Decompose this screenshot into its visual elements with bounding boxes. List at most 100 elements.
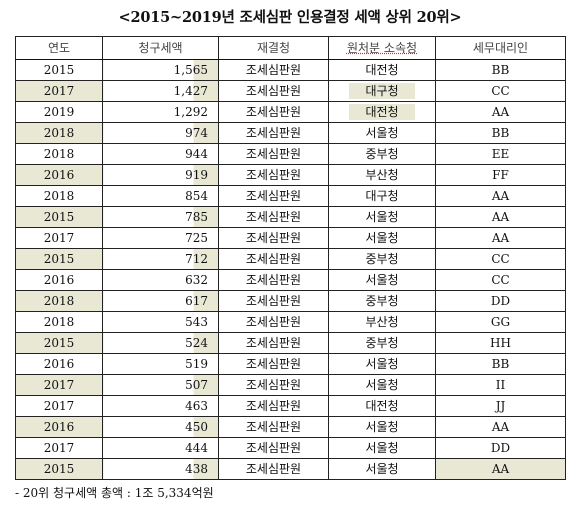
cell-origin-office: 대전청 (328, 101, 436, 123)
table-row: 2015 438 조세심판원 서울청 AA (15, 458, 566, 480)
table-row: 2018 854 조세심판원 대구청 AA (15, 185, 566, 207)
header-tax-agent: 세무대리인 (435, 36, 566, 60)
table-row: 2017 725 조세심판원 서울청 AA (15, 227, 566, 249)
table-body: 2015 1,565 조세심판원 대전청 BB 2017 1,427 조세심판원 대구청 CC 20… (15, 59, 566, 480)
cell-year: 2018 (15, 143, 103, 165)
cell-year: 2017 (15, 395, 103, 417)
cell-amount: 617 (102, 290, 219, 312)
cell-origin-office: 서울청 (328, 227, 436, 249)
table-row: 2015 524 조세심판원 중부청 HH (15, 332, 566, 354)
cell-amount: 519 (102, 353, 219, 375)
cell-origin-office: 서울청 (328, 458, 436, 480)
cell-tax-agent: AA (435, 416, 566, 438)
table-row: 2016 519 조세심판원 서울청 BB (15, 353, 566, 375)
cell-year: 2015 (15, 458, 103, 480)
cell-origin-office: 중부청 (328, 248, 436, 270)
cell-origin-office: 서울청 (328, 374, 436, 396)
cell-decision-body: 조세심판원 (218, 395, 329, 417)
cell-amount: 919 (102, 164, 219, 186)
table-row: 2019 1,292 조세심판원 대전청 AA (15, 101, 566, 123)
header-year: 연도 (15, 36, 103, 60)
header-decision-body: 재결청 (218, 36, 329, 60)
cell-origin-office: 서울청 (328, 269, 436, 291)
cell-year: 2015 (15, 332, 103, 354)
cell-year: 2017 (15, 80, 103, 102)
cell-amount: 632 (102, 269, 219, 291)
cell-decision-body: 조세심판원 (218, 353, 329, 375)
cell-amount: 463 (102, 395, 219, 417)
cell-decision-body: 조세심판원 (218, 248, 329, 270)
table-row: 2018 543 조세심판원 부산청 GG (15, 311, 566, 333)
header-origin-office: 원처분 소속청 (328, 36, 436, 60)
cell-origin-office: 중부청 (328, 290, 436, 312)
cell-tax-agent: AA (435, 458, 566, 480)
cell-amount: 450 (102, 416, 219, 438)
table-row: 2015 712 조세심판원 중부청 CC (15, 248, 566, 270)
cell-year: 2018 (15, 290, 103, 312)
cell-decision-body: 조세심판원 (218, 416, 329, 438)
cell-origin-office: 대구청 (328, 80, 436, 102)
cell-amount: 444 (102, 437, 219, 459)
footnote: - 20위 청구세액 총액 : 1조 5,334억원 (15, 486, 214, 500)
cell-origin-office: 대구청 (328, 185, 436, 207)
cell-tax-agent: DD (435, 437, 566, 459)
cell-amount: 712 (102, 248, 219, 270)
cell-tax-agent: AA (435, 227, 566, 249)
cell-year: 2019 (15, 101, 103, 123)
cell-tax-agent: GG (435, 311, 566, 333)
tax-appeal-table: 연도 청구세액 재결청 원처분 소속청 세무대리인 2015 1,565 조세심판원… (15, 36, 566, 480)
cell-decision-body: 조세심판원 (218, 332, 329, 354)
table-row: 2017 463 조세심판원 대전청 JJ (15, 395, 566, 417)
cell-tax-agent: CC (435, 248, 566, 270)
cell-origin-office: 중부청 (328, 332, 436, 354)
table-row: 2018 617 조세심판원 중부청 DD (15, 290, 566, 312)
cell-amount: 854 (102, 185, 219, 207)
table-row: 2018 974 조세심판원 서울청 BB (15, 122, 566, 144)
cell-tax-agent: FF (435, 164, 566, 186)
cell-year: 2018 (15, 122, 103, 144)
cell-origin-office: 부산청 (328, 164, 436, 186)
table-row: 2016 450 조세심판원 서울청 AA (15, 416, 566, 438)
cell-tax-agent: AA (435, 206, 566, 228)
cell-origin-office: 서울청 (328, 437, 436, 459)
cell-amount: 1,427 (102, 80, 219, 102)
cell-amount: 1,565 (102, 59, 219, 81)
cell-decision-body: 조세심판원 (218, 206, 329, 228)
cell-decision-body: 조세심판원 (218, 185, 329, 207)
cell-amount: 543 (102, 311, 219, 333)
cell-decision-body: 조세심판원 (218, 458, 329, 480)
cell-tax-agent: AA (435, 185, 566, 207)
header-amount: 청구세액 (102, 36, 219, 60)
cell-tax-agent: II (435, 374, 566, 396)
cell-origin-office: 중부청 (328, 143, 436, 165)
cell-origin-office: 서울청 (328, 416, 436, 438)
cell-year: 2015 (15, 206, 103, 228)
cell-decision-body: 조세심판원 (218, 269, 329, 291)
cell-year: 2016 (15, 353, 103, 375)
table-title: <2015~2019년 조세심판 인용결정 세액 상위 20위> (118, 9, 462, 26)
table-row: 2017 444 조세심판원 서울청 DD (15, 437, 566, 459)
cell-year: 2018 (15, 185, 103, 207)
cell-tax-agent: HH (435, 332, 566, 354)
cell-amount: 438 (102, 458, 219, 480)
cell-origin-office: 서울청 (328, 206, 436, 228)
cell-amount: 1,292 (102, 101, 219, 123)
cell-decision-body: 조세심판원 (218, 227, 329, 249)
header-row: 연도 청구세액 재결청 원처분 소속청 세무대리인 (15, 36, 566, 60)
cell-tax-agent: BB (435, 353, 566, 375)
cell-amount: 785 (102, 206, 219, 228)
cell-decision-body: 조세심판원 (218, 59, 329, 81)
cell-origin-office: 부산청 (328, 311, 436, 333)
table-row: 2016 632 조세심판원 서울청 CC (15, 269, 566, 291)
cell-tax-agent: CC (435, 269, 566, 291)
cell-decision-body: 조세심판원 (218, 101, 329, 123)
cell-decision-body: 조세심판원 (218, 122, 329, 144)
cell-decision-body: 조세심판원 (218, 374, 329, 396)
table-row: 2015 1,565 조세심판원 대전청 BB (15, 59, 566, 81)
cell-origin-office: 서울청 (328, 122, 436, 144)
cell-year: 2016 (15, 269, 103, 291)
cell-decision-body: 조세심판원 (218, 80, 329, 102)
cell-tax-agent: JJ (435, 395, 566, 417)
cell-origin-office: 서울청 (328, 353, 436, 375)
cell-year: 2015 (15, 59, 103, 81)
